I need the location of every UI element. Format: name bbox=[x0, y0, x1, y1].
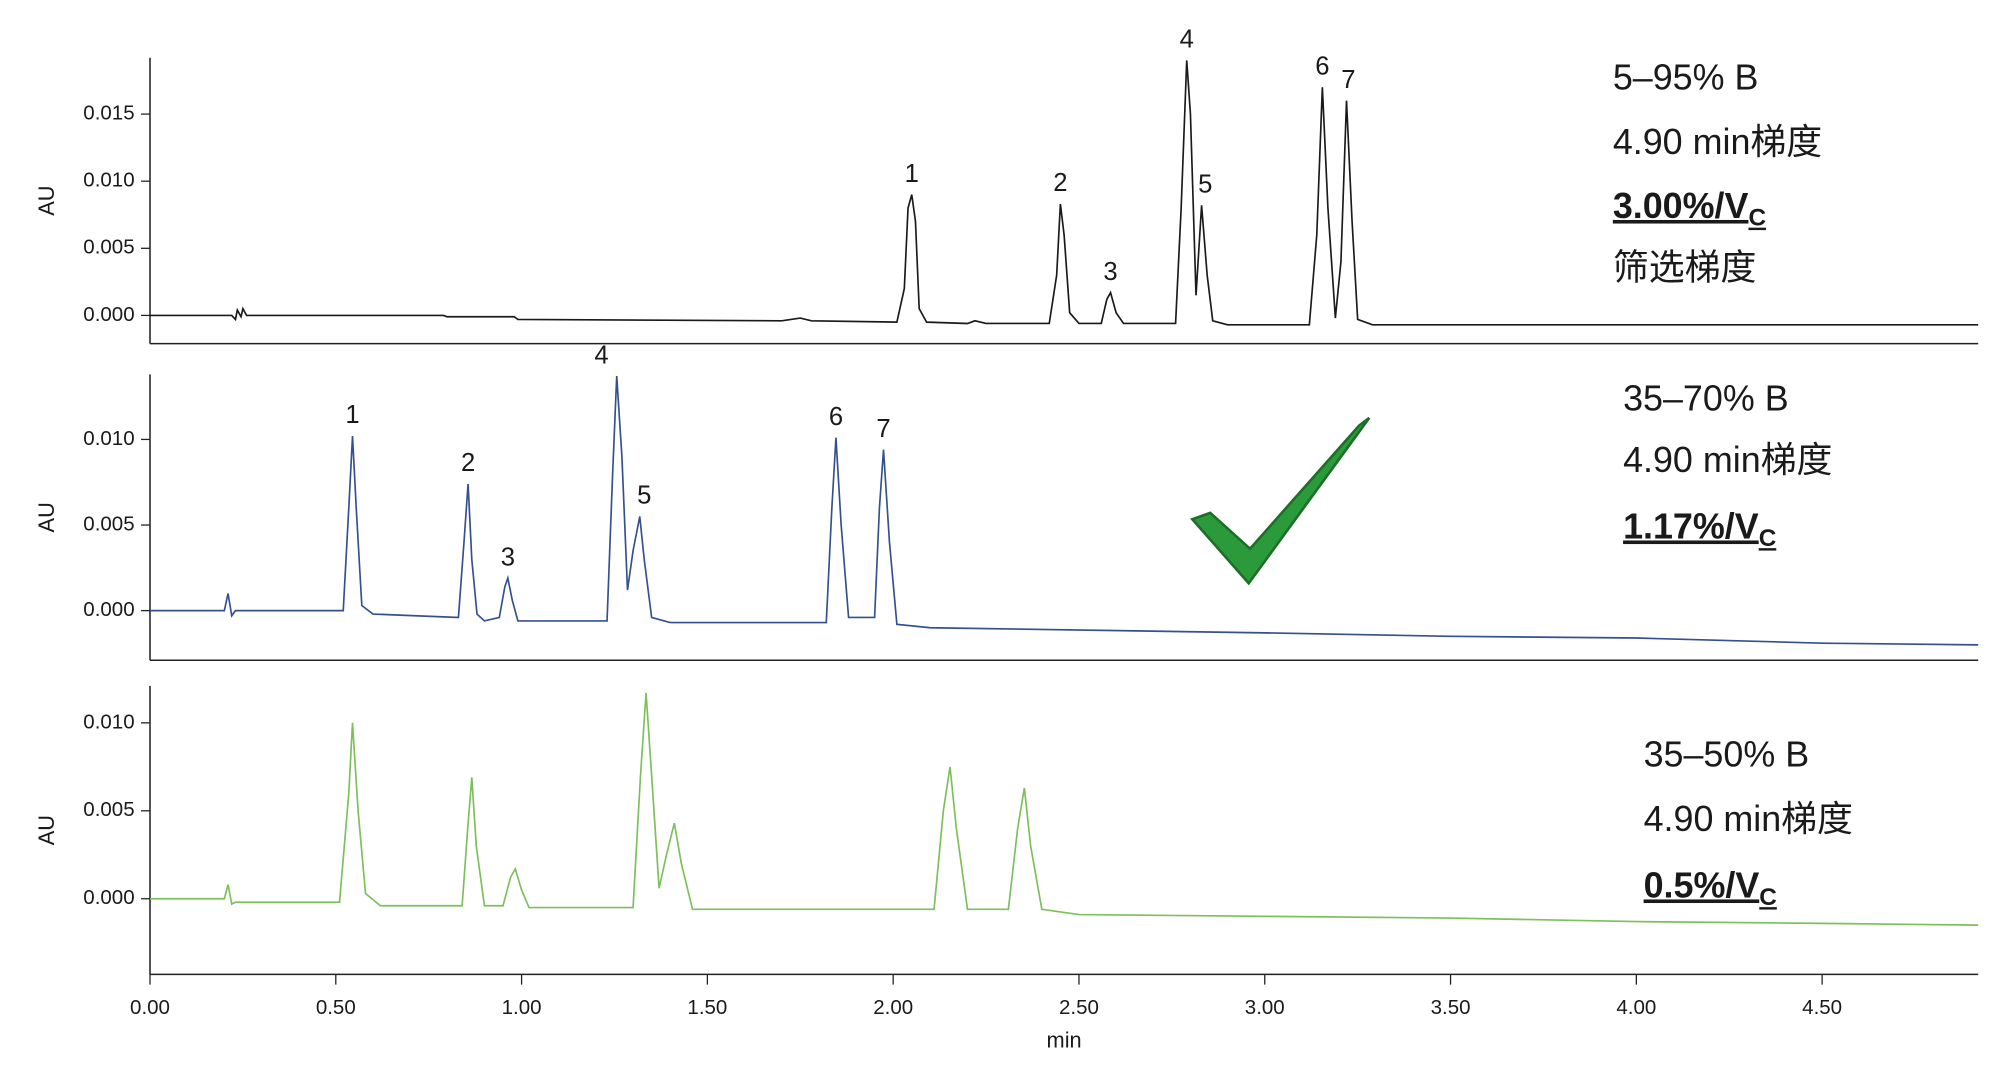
x-axis-label: min bbox=[1047, 1027, 1082, 1052]
y-tick-label: 0.010 bbox=[83, 169, 134, 192]
peak-label: 5 bbox=[637, 482, 651, 510]
peak-label: 3 bbox=[1103, 258, 1117, 286]
note-emphasis: 0.5%/VC bbox=[1644, 865, 1777, 911]
note: 4.90 min梯度 bbox=[1613, 122, 1822, 162]
y-tick-label: 0.010 bbox=[83, 427, 134, 450]
peak-label: 6 bbox=[829, 403, 843, 431]
note: 5–95% B bbox=[1613, 58, 1759, 98]
y-tick-label: 0.015 bbox=[83, 102, 134, 125]
y-axis-label: AU bbox=[34, 502, 59, 532]
peak-label: 4 bbox=[1180, 26, 1194, 54]
peak-label: 7 bbox=[876, 415, 890, 443]
y-tick-label: 0.010 bbox=[83, 710, 134, 733]
x-tick-label: 0.50 bbox=[316, 996, 356, 1019]
note-main: 0.5%/V bbox=[1644, 865, 1760, 905]
x-tick-label: 4.50 bbox=[1802, 996, 1842, 1019]
note: 35–50% B bbox=[1644, 735, 1810, 775]
peak-label: 5 bbox=[1198, 171, 1212, 199]
note-subscript: C bbox=[1759, 884, 1777, 911]
x-tick-label: 0.00 bbox=[130, 996, 170, 1019]
peak-label: 3 bbox=[501, 543, 515, 571]
trace bbox=[150, 60, 1979, 326]
peak-label: 7 bbox=[1341, 66, 1355, 94]
y-tick-label: 0.005 bbox=[83, 798, 134, 821]
y-tick-label: 0.000 bbox=[83, 886, 134, 909]
x-tick-label: 2.00 bbox=[873, 996, 913, 1019]
trace bbox=[150, 376, 1979, 646]
peak-label: 6 bbox=[1315, 52, 1329, 80]
x-tick-label: 3.50 bbox=[1431, 996, 1471, 1019]
y-axis-label: AU bbox=[34, 186, 59, 216]
note-main: 1.17%/V bbox=[1623, 506, 1759, 546]
peak-label: 4 bbox=[594, 341, 608, 369]
peak-label: 1 bbox=[905, 160, 919, 188]
note: 筛选梯度 bbox=[1613, 248, 1757, 288]
trace bbox=[150, 692, 1979, 926]
y-axis-label: AU bbox=[34, 815, 59, 845]
x-tick-label: 4.00 bbox=[1616, 996, 1656, 1019]
y-tick-label: 0.005 bbox=[83, 236, 134, 259]
note-main: 3.00%/V bbox=[1613, 186, 1749, 226]
y-tick-label: 0.000 bbox=[83, 598, 134, 621]
note-subscript: C bbox=[1759, 525, 1777, 552]
x-tick-label: 1.50 bbox=[687, 996, 727, 1019]
check-mark bbox=[1190, 416, 1371, 586]
x-tick-label: 3.00 bbox=[1245, 996, 1285, 1019]
note-emphasis: 1.17%/VC bbox=[1623, 506, 1776, 552]
note-emphasis: 3.00%/VC bbox=[1613, 186, 1766, 232]
peak-label: 1 bbox=[345, 401, 359, 429]
x-tick-label: 2.50 bbox=[1059, 996, 1099, 1019]
x-tick-label: 1.00 bbox=[502, 996, 542, 1019]
note: 35–70% B bbox=[1623, 378, 1789, 418]
y-tick-label: 0.005 bbox=[83, 512, 134, 535]
note: 4.90 min梯度 bbox=[1644, 799, 1853, 839]
peak-label: 2 bbox=[461, 449, 475, 477]
note-subscript: C bbox=[1748, 205, 1766, 232]
peak-label: 2 bbox=[1053, 169, 1067, 197]
note: 4.90 min梯度 bbox=[1623, 440, 1832, 480]
y-tick-label: 0.000 bbox=[83, 303, 134, 326]
